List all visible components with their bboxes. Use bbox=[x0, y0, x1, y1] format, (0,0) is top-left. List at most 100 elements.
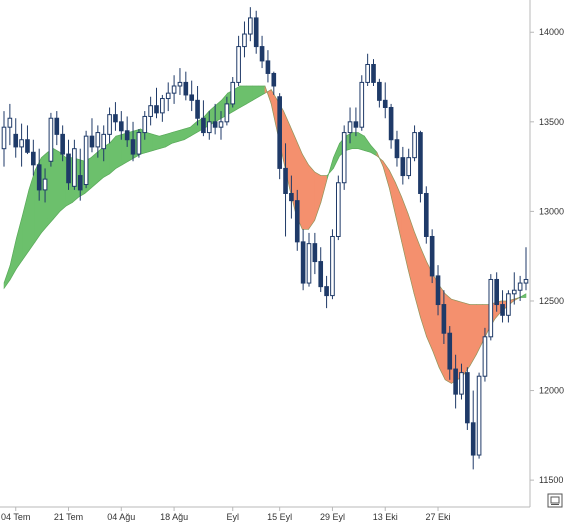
candle-down bbox=[130, 121, 136, 162]
candle-down bbox=[77, 148, 83, 201]
cloud-segment bbox=[308, 163, 316, 231]
candle-up bbox=[42, 168, 48, 203]
candle-body bbox=[83, 135, 89, 186]
candle-body bbox=[42, 178, 48, 191]
candle-up bbox=[476, 372, 482, 459]
candle-body bbox=[124, 130, 130, 141]
candle-up bbox=[506, 290, 511, 323]
cloud-segment bbox=[9, 238, 17, 281]
candle-up bbox=[347, 107, 353, 144]
candle-up bbox=[48, 112, 54, 167]
candle-body bbox=[248, 17, 253, 35]
candle-down bbox=[54, 111, 60, 146]
candle-body bbox=[253, 17, 259, 48]
candle-body bbox=[365, 63, 370, 83]
candle-up bbox=[136, 128, 142, 158]
x-tick-label: 04 Ağu bbox=[107, 512, 135, 522]
candle-body bbox=[406, 157, 412, 177]
candle-body bbox=[476, 375, 482, 456]
cloud-segment bbox=[28, 170, 36, 252]
candle-body bbox=[324, 286, 329, 297]
candle-body bbox=[218, 121, 224, 128]
candle-down bbox=[118, 111, 124, 140]
cloud-segment bbox=[420, 247, 427, 337]
candle-layer bbox=[1, 7, 529, 470]
candle-body bbox=[506, 293, 511, 316]
candle-down bbox=[154, 87, 159, 119]
candle-body bbox=[77, 175, 83, 191]
candle-body bbox=[95, 132, 101, 148]
candle-body bbox=[300, 241, 306, 284]
candle-down bbox=[113, 102, 118, 131]
candle-body bbox=[341, 132, 347, 184]
candle-down bbox=[324, 275, 329, 309]
candle-body bbox=[31, 151, 36, 166]
candle-body bbox=[517, 282, 523, 291]
cloud-segment bbox=[22, 189, 30, 261]
candle-down bbox=[189, 80, 195, 112]
candle-body bbox=[283, 167, 288, 194]
candle-down bbox=[371, 59, 376, 86]
candle-body bbox=[394, 139, 400, 159]
candle-body bbox=[7, 117, 13, 128]
candle-down bbox=[31, 139, 36, 176]
cloud-segment bbox=[146, 132, 154, 153]
candle-body bbox=[113, 114, 118, 123]
cloud-segment bbox=[395, 182, 403, 242]
candle-down bbox=[294, 189, 300, 251]
cloud-segment bbox=[463, 302, 471, 376]
candle-up bbox=[206, 111, 212, 140]
candle-body bbox=[107, 114, 112, 135]
candle-body bbox=[72, 148, 77, 187]
candle-body bbox=[13, 133, 19, 148]
candle-body bbox=[19, 139, 24, 148]
candle-body bbox=[230, 81, 236, 105]
candle-up bbox=[330, 229, 335, 300]
candle-down bbox=[66, 139, 71, 190]
cloud-segment bbox=[152, 134, 160, 151]
x-tick-label: 13 Eki bbox=[373, 512, 398, 522]
candle-down bbox=[283, 143, 288, 237]
candle-body bbox=[335, 182, 341, 237]
x-tick-label: Eyl bbox=[226, 512, 239, 522]
candle-up bbox=[224, 96, 230, 126]
candle-body bbox=[242, 33, 247, 48]
candle-up bbox=[177, 68, 183, 95]
chart-settings-icon[interactable] bbox=[547, 493, 563, 508]
candle-body bbox=[271, 72, 277, 87]
candle-down bbox=[13, 118, 19, 158]
y-tick-label: 13000 bbox=[539, 206, 564, 216]
candle-up bbox=[83, 130, 89, 189]
candle-up bbox=[248, 7, 253, 42]
candle-body bbox=[259, 46, 265, 62]
candle-body bbox=[353, 121, 359, 128]
candle-body bbox=[118, 121, 124, 132]
candle-down bbox=[429, 229, 435, 284]
candle-body bbox=[212, 121, 218, 128]
y-tick-label: 11500 bbox=[539, 475, 563, 485]
candle-body bbox=[500, 304, 505, 316]
candle-body bbox=[418, 132, 423, 194]
candle-down bbox=[300, 229, 306, 291]
candle-body bbox=[388, 106, 394, 141]
candle-body bbox=[206, 121, 212, 134]
candle-down bbox=[423, 186, 429, 244]
candle-down bbox=[201, 100, 206, 137]
candle-body bbox=[511, 289, 517, 295]
candle-up bbox=[107, 107, 112, 144]
candle-body bbox=[400, 157, 406, 177]
cloud-segment bbox=[314, 171, 322, 221]
cloud-segment bbox=[351, 132, 359, 149]
candle-body bbox=[523, 278, 529, 284]
candle-up bbox=[488, 274, 494, 341]
cloud-segment bbox=[40, 151, 48, 234]
candle-body bbox=[89, 135, 95, 148]
candle-body bbox=[224, 103, 230, 123]
x-tick-label: 04 Tem bbox=[1, 512, 30, 522]
candle-up bbox=[335, 175, 341, 241]
candle-up bbox=[72, 139, 77, 190]
candle-down bbox=[124, 116, 130, 147]
candle-body bbox=[306, 243, 312, 284]
candle-body bbox=[488, 278, 494, 338]
candle-down bbox=[394, 130, 400, 167]
